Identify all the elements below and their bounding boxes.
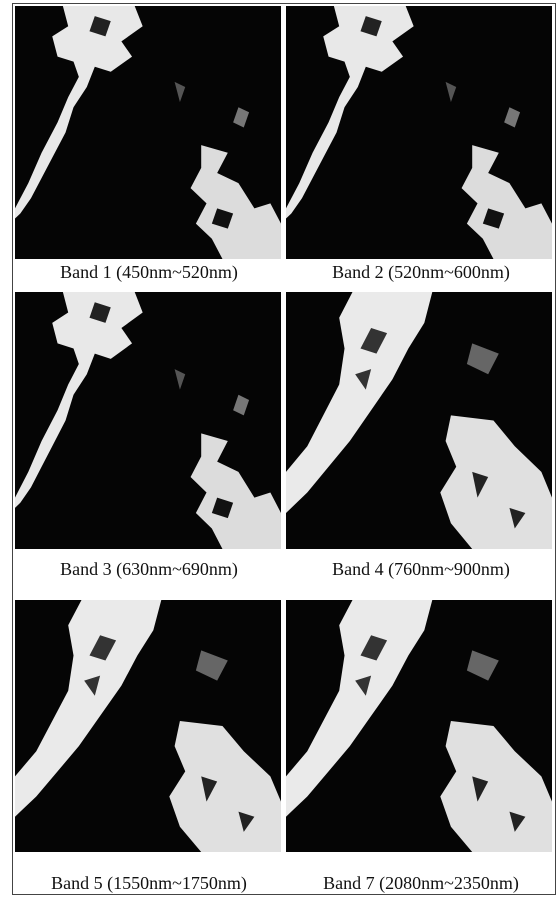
caption: Band 7 (2080nm~2350nm) bbox=[285, 873, 557, 894]
band-image bbox=[286, 600, 552, 852]
band-image bbox=[15, 600, 281, 852]
band-image bbox=[15, 6, 281, 259]
caption: Band 1 (450nm~520nm) bbox=[13, 262, 285, 283]
band-image bbox=[15, 292, 281, 549]
caption: Band 2 (520nm~600nm) bbox=[285, 262, 557, 283]
caption: Band 5 (1550nm~1750nm) bbox=[13, 873, 285, 894]
caption: Band 4 (760nm~900nm) bbox=[285, 559, 557, 580]
figure: Band 1 (450nm~520nm) Band 2 (520nm~600nm… bbox=[12, 3, 556, 895]
band-image bbox=[286, 6, 552, 259]
band-image bbox=[286, 292, 552, 549]
caption: Band 3 (630nm~690nm) bbox=[13, 559, 285, 580]
